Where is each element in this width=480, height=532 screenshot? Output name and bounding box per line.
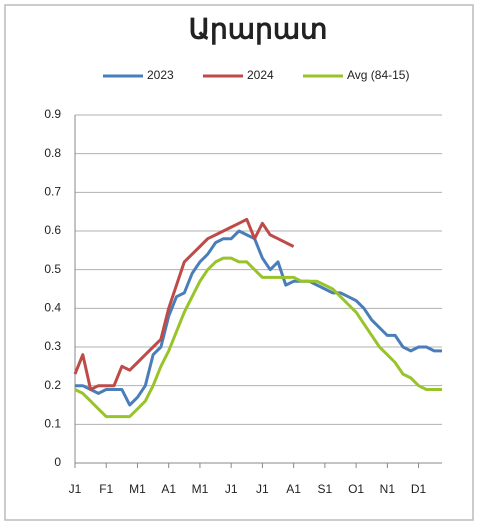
y-tick-label: 0.3	[44, 339, 61, 353]
legend-label: Avg (84-15)	[347, 68, 409, 82]
y-tick-label: 0.2	[44, 378, 61, 392]
chart-title: Արարատ	[189, 14, 328, 45]
y-tick-label: 0.7	[44, 185, 61, 199]
x-tick-label: D1	[411, 482, 427, 496]
y-tick-label: 0.6	[44, 223, 61, 237]
x-tick-label: M1	[192, 482, 209, 496]
y-tick-label: 0.5	[44, 262, 61, 276]
legend-label: 2023	[147, 68, 174, 82]
x-tick-label: S1	[318, 482, 333, 496]
y-tick-label: 0.8	[44, 146, 61, 160]
series-line	[73, 217, 295, 391]
series-line	[74, 256, 442, 419]
x-tick-label: J1	[225, 482, 238, 496]
x-tick-label: J1	[256, 482, 269, 496]
y-tick-label: 0.4	[44, 301, 61, 315]
y-tick-label: 0.1	[44, 417, 61, 431]
x-tick-label: M1	[129, 482, 146, 496]
x-tick-label: F1	[99, 482, 113, 496]
y-tick-label: 0.9	[44, 107, 61, 121]
x-tick-label: O1	[348, 482, 364, 496]
x-tick-label: A1	[286, 482, 301, 496]
x-tick-label: N1	[380, 482, 396, 496]
series-line	[75, 229, 442, 407]
legend-label: 2024	[247, 68, 274, 82]
x-tick-label: A1	[161, 482, 176, 496]
y-tick-label: 0	[54, 455, 61, 469]
x-tick-label: J1	[69, 482, 82, 496]
